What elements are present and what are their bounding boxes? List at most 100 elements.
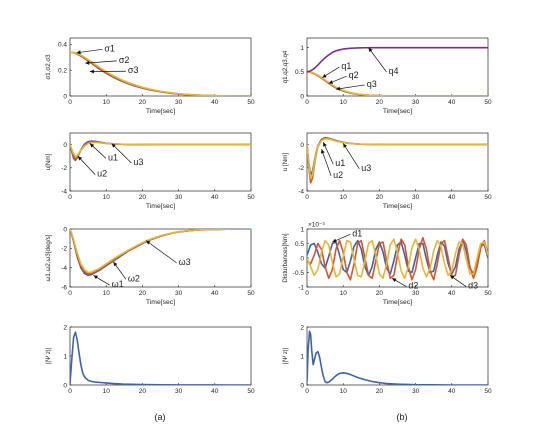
annotation-arrowhead <box>85 60 90 65</box>
annotation-arrowhead <box>343 143 348 148</box>
annotation-arrow <box>77 155 96 175</box>
y-axis-label: ||Ψ z|| <box>45 347 52 364</box>
x-tick-label: 30 <box>412 194 420 201</box>
x-tick-label: 20 <box>376 99 384 106</box>
annotation-label: d2 <box>408 281 418 291</box>
x-axis-label: Time[sec] <box>383 108 412 115</box>
x-tick-label: 40 <box>448 99 456 106</box>
y-tick-label: 0.4 <box>58 42 67 49</box>
y-tick-label: 0 <box>63 93 67 100</box>
chart-b1: 0 10 20 30 40 50 0 0.5 1 Time[sec] q1,q2,q3,q4 q1q2… <box>282 37 492 115</box>
annotation-arrowhead <box>449 275 455 280</box>
y-tick-label: -4 <box>298 188 304 195</box>
chart-b4: 0 10 20 30 40 50 0 1 2 ||Ψ z|| <box>282 324 492 395</box>
annotation-label: ω1 <box>112 279 124 289</box>
y-tick-label: -2 <box>298 165 304 172</box>
x-tick-label: 0 <box>305 290 309 297</box>
annotation-arrow <box>368 47 387 73</box>
x-tick-label: 30 <box>175 194 183 201</box>
annotation-label: q2 <box>349 70 359 80</box>
annotation-arrowhead <box>77 156 83 161</box>
x-tick-label: 40 <box>211 388 219 395</box>
x-tick-label: 40 <box>448 290 456 297</box>
y-tick-label: 1 <box>300 353 304 360</box>
x-tick-label: 0 <box>305 388 309 395</box>
y-tick-label: -0.5 <box>293 270 305 277</box>
x-axis-label: Time[sec] <box>383 299 412 306</box>
y-axis-label: σ1,σ2,σ3 <box>45 54 52 80</box>
y-axis-label: ||Ψ z|| <box>282 347 289 364</box>
annotation-label: ω3 <box>179 257 191 267</box>
x-tick-label: 40 <box>211 194 219 201</box>
y-tick-label: 1 <box>300 226 304 233</box>
annotation-label: u3 <box>133 157 143 167</box>
annotation-arrowhead <box>111 143 116 148</box>
plot-area <box>69 326 252 386</box>
chart-b3: 0 10 20 30 40 50 -1 -0.5 0 0.5 1 ×10⁻³ Time[sec] Dist… <box>282 222 492 307</box>
annotation-arrow <box>335 84 365 90</box>
plot-area <box>306 132 489 192</box>
annotation-label: u1 <box>108 152 118 162</box>
x-tick-label: 20 <box>139 388 147 395</box>
x-tick-label: 40 <box>448 388 456 395</box>
x-tick-label: 20 <box>139 99 147 106</box>
y-axis-label: u [Nm] <box>282 153 289 172</box>
y-tick-label: 0 <box>63 382 67 389</box>
annotation-label: ω2 <box>128 273 140 283</box>
annotation-label: u1 <box>335 158 345 168</box>
annotation-label: d1 <box>352 228 362 238</box>
series-line-q4 <box>307 46 488 73</box>
x-axis-label: Time[sec] <box>146 299 175 306</box>
series-line-σ3 <box>70 51 251 96</box>
x-tick-label: 10 <box>103 194 111 201</box>
annotation-label: σ1 <box>104 43 115 53</box>
x-tick-label: 20 <box>139 194 147 201</box>
y-tick-label: -2 <box>61 165 67 172</box>
y-axis-label: q1,q2,q3,q4 <box>282 50 289 83</box>
series-line-ω3 <box>70 229 251 274</box>
x-tick-label: 10 <box>340 290 348 297</box>
annotation-label: u3 <box>361 163 371 173</box>
annotation-arrowhead <box>368 47 373 53</box>
annotation-arrowhead <box>146 240 151 245</box>
x-tick-label: 50 <box>484 388 492 395</box>
figure-label-b: (b) <box>397 412 408 422</box>
annotation-arrow <box>342 143 360 169</box>
x-axis-label: Time[sec] <box>383 203 412 210</box>
x-tick-label: 20 <box>376 194 384 201</box>
y-tick-label: 0.5 <box>295 69 304 76</box>
chart-b2: 0 10 20 30 40 50 -4 -2 0 Time[sec] u [Nm] u1 u2 u3 <box>282 132 492 210</box>
annotation-arrowhead <box>323 142 327 147</box>
y-tick-label: 0.2 <box>58 68 67 75</box>
plot-area <box>306 326 489 386</box>
chart-a3: 0 10 20 30 40 50 -6 -4 -2 0 Time[sec] ω1,ω2,ω3[deg/… <box>45 226 255 306</box>
annotation-label: q4 <box>388 66 398 76</box>
annotation-arrowhead <box>76 50 81 55</box>
annotation-arrow <box>321 149 332 176</box>
annotation-arrow <box>145 240 177 264</box>
y-tick-label: 0.5 <box>295 241 304 248</box>
plot-area <box>69 228 252 288</box>
annotation-arrowhead <box>320 149 325 154</box>
annotation-label: σ3 <box>128 65 139 75</box>
x-tick-label: 40 <box>211 99 219 106</box>
annotation-arrowhead <box>89 143 95 148</box>
annotation-label: u2 <box>97 169 107 179</box>
y-tick-label: 2 <box>300 324 304 331</box>
annotation-arrowhead <box>335 86 341 91</box>
chart-a4: 0 10 20 30 40 50 0 1 2 ||Ψ z|| <box>45 324 255 395</box>
x-tick-label: 50 <box>247 99 255 106</box>
x-tick-label: 10 <box>103 388 111 395</box>
y-exponent: ×10⁻³ <box>308 222 325 229</box>
y-tick-label: 0 <box>63 142 67 149</box>
x-tick-label: 0 <box>68 388 72 395</box>
x-tick-label: 20 <box>376 290 384 297</box>
annotation-arrowhead <box>322 73 327 78</box>
annotation-arrowhead <box>113 261 118 267</box>
y-tick-label: -4 <box>61 265 67 272</box>
y-axis-label: u[Nm] <box>45 153 52 170</box>
annotation-arrow <box>322 142 334 165</box>
y-axis-label: Disturbances[Nm] <box>282 233 289 282</box>
x-tick-label: 30 <box>412 99 420 106</box>
x-axis-label: Time[sec] <box>146 108 175 115</box>
